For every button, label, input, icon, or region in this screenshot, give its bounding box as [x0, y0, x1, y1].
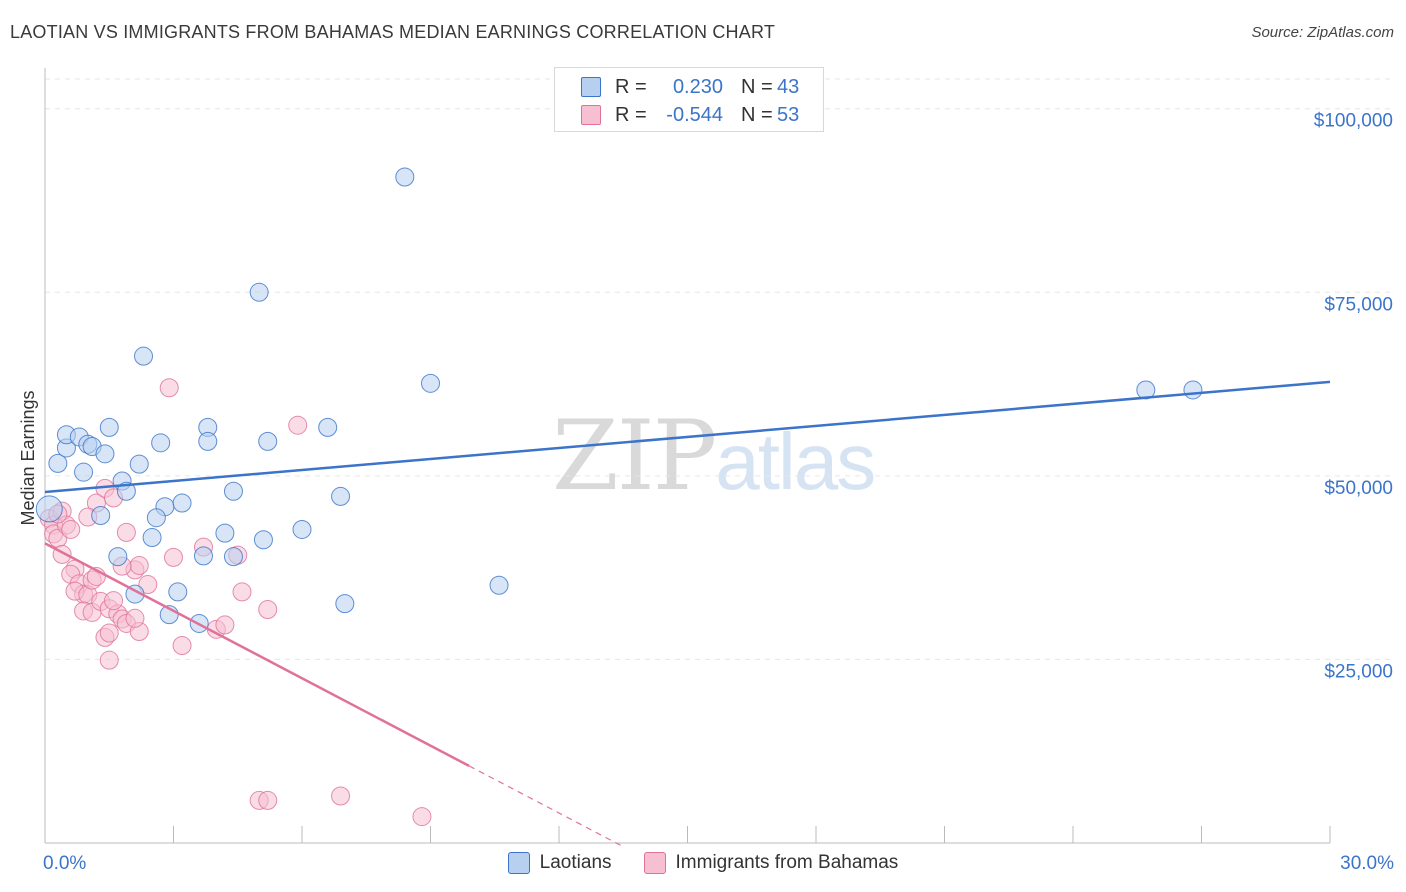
legend-label-laotians: Laotians	[539, 852, 612, 873]
data-point-laotians	[35, 495, 63, 523]
data-point-laotians	[253, 530, 273, 550]
legend-n-value: 43	[777, 75, 800, 98]
legend-row-laotians: R = 0.230 N = 43	[555, 73, 799, 101]
data-point-laotians	[489, 575, 509, 595]
data-point-laotians	[395, 167, 415, 187]
data-point-bahamas	[159, 378, 179, 398]
data-point-bahamas	[258, 790, 278, 810]
data-point-laotians	[151, 433, 171, 453]
series-laotians-points	[35, 167, 1203, 633]
data-point-bahamas	[129, 555, 149, 575]
legend-n-value: 53	[777, 103, 800, 126]
data-point-laotians	[142, 528, 162, 548]
data-point-laotians	[258, 431, 278, 451]
data-point-bahamas	[138, 575, 158, 595]
trend-lines	[44, 380, 1331, 848]
legend-swatch-bahamas	[643, 852, 666, 874]
data-point-laotians	[99, 417, 119, 437]
data-point-laotians	[193, 546, 213, 566]
data-point-laotians	[134, 346, 154, 366]
data-point-bahamas	[116, 522, 136, 542]
legend-item-laotians[interactable]: Laotians	[507, 852, 612, 874]
legend-r-label: R =	[615, 103, 647, 126]
data-point-laotians	[1183, 380, 1203, 400]
data-point-bahamas	[125, 608, 145, 628]
y-axis-title: Median Earnings	[18, 390, 38, 525]
data-point-laotians	[95, 444, 115, 464]
data-point-bahamas	[331, 786, 351, 806]
series-legend: Laotians Immigrants from Bahamas	[0, 852, 1406, 874]
x-tick-label: 0.0%	[43, 853, 86, 874]
data-point-laotians	[249, 282, 269, 302]
data-point-bahamas	[172, 635, 192, 655]
data-point-laotians	[318, 417, 338, 437]
axis-labels: $25,000 $50,000 $75,000 $100,000 0.0% 30.0% Me…	[18, 111, 1394, 874]
data-point-laotians	[223, 547, 243, 567]
trend-line-laotians	[44, 380, 1331, 494]
data-point-bahamas	[412, 807, 432, 827]
watermark-zip: ZIP	[552, 400, 717, 512]
data-point-laotians	[172, 493, 192, 513]
legend-swatch-pink	[581, 105, 601, 125]
data-point-bahamas	[258, 599, 278, 619]
data-point-bahamas	[232, 582, 252, 602]
legend-swatch-blue	[581, 77, 601, 97]
legend-label-bahamas: Immigrants from Bahamas	[675, 852, 899, 873]
data-point-laotians	[421, 373, 440, 393]
legend-swatch-laotians	[507, 852, 530, 874]
data-point-laotians	[91, 506, 111, 526]
legend-row-bahamas: R = -0.544 N = 53	[555, 101, 799, 129]
legend-r-value: 0.230	[672, 75, 723, 98]
legend-item-bahamas[interactable]: Immigrants from Bahamas	[643, 852, 899, 874]
data-point-bahamas	[99, 623, 119, 643]
legend-r-value: -0.544	[666, 103, 723, 126]
data-point-laotians	[129, 454, 149, 474]
data-point-laotians	[198, 431, 218, 451]
data-point-laotians	[331, 486, 351, 506]
y-tick-label: $75,000	[1324, 294, 1393, 315]
stats-legend: R = 0.230 N = 43 R = -0.544 N = 53	[554, 67, 824, 132]
data-point-laotians	[48, 453, 68, 473]
data-point-laotians	[168, 582, 188, 602]
axes	[44, 68, 1331, 844]
data-point-bahamas	[99, 650, 119, 670]
data-point-laotians	[223, 481, 243, 501]
data-point-bahamas	[164, 547, 183, 567]
trend-line-bahamas	[44, 542, 470, 768]
y-tick-label: $25,000	[1324, 661, 1393, 682]
data-point-laotians	[335, 594, 355, 614]
data-point-laotians	[1136, 380, 1156, 400]
data-point-laotians	[292, 519, 312, 539]
legend-n-label: N =	[741, 75, 773, 98]
data-point-bahamas	[215, 615, 235, 635]
source-credit: Source: ZipAtlas.com	[1251, 24, 1394, 41]
chart-title: LAOTIAN VS IMMIGRANTS FROM BAHAMAS MEDIA…	[10, 22, 776, 42]
data-point-bahamas	[61, 519, 81, 539]
data-point-laotians	[74, 462, 94, 482]
data-point-bahamas	[288, 415, 308, 435]
gridlines	[45, 78, 1392, 660]
x-tick-label: 30.0%	[1340, 853, 1394, 874]
data-point-laotians	[116, 481, 136, 501]
data-point-laotians	[108, 547, 128, 567]
y-tick-label: $50,000	[1324, 478, 1393, 499]
data-point-laotians	[146, 508, 166, 528]
data-point-bahamas	[104, 591, 124, 611]
y-tick-label: $100,000	[1314, 111, 1393, 132]
trend-line-bahamas-extension	[468, 765, 624, 848]
legend-n-label: N =	[741, 103, 773, 126]
data-point-laotians	[215, 523, 235, 543]
legend-r-label: R =	[615, 75, 647, 98]
